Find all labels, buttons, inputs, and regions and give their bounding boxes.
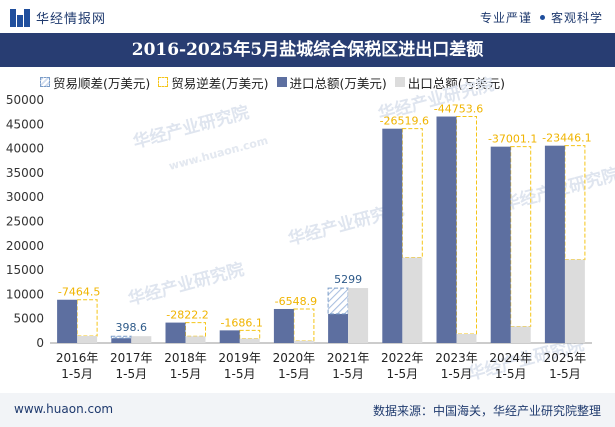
deficit-box (293, 308, 315, 342)
legend-label-export: 出口总额(万美元) (407, 75, 506, 91)
deficit-label: -1686.1 (220, 316, 262, 329)
surplus-box (110, 335, 132, 339)
x-tick-label: 1-5月 (549, 367, 581, 381)
y-tick-label: 25000 (6, 215, 44, 229)
export-bar (293, 340, 314, 343)
export-bar (239, 338, 260, 343)
y-tick-label: 45000 (6, 117, 44, 131)
deficit-box (76, 299, 98, 337)
x-tick-label: 2020年 (273, 351, 316, 365)
legend: 贸易顺差(万美元) 贸易逆差(万美元) 进口总额(万美元) 出口总额(万美元) (40, 72, 513, 92)
legend-swatch-surplus (40, 77, 50, 87)
y-tick-label: 20000 (6, 239, 44, 253)
y-tick-label: 15000 (6, 263, 44, 277)
x-tick-label: 1-5月 (332, 367, 364, 381)
export-bar (185, 336, 206, 343)
y-tick-label: 5000 (13, 312, 44, 326)
x-tick-label: 1-5月 (441, 367, 473, 381)
watermark-text: 华经产业研究院 (126, 259, 246, 310)
y-tick-label: 10000 (6, 287, 44, 301)
brand-name: 华经情报网 (36, 12, 107, 27)
deficit-box (401, 128, 423, 259)
import-bar (111, 338, 132, 343)
legend-label-deficit: 贸易逆差(万美元) (171, 75, 269, 91)
x-tick-label: 1-5月 (386, 367, 418, 381)
deficit-box (185, 322, 206, 337)
brand-logo-icon (10, 8, 30, 27)
x-tick-label: 1-5月 (61, 367, 93, 381)
deficit-label: -7464.5 (58, 286, 100, 299)
x-tick-label: 2025年 (544, 351, 587, 365)
deficit-box (564, 145, 586, 261)
chart-title: 2016-2025年5月盐城综合保税区进出口差额 (131, 40, 484, 60)
legend-item-import: 进口总额(万美元) (276, 73, 387, 92)
export-bar (348, 288, 369, 343)
legend-item-export: 出口总额(万美元) (394, 73, 506, 92)
deficit-label: -23446.1 (542, 132, 591, 145)
legend-item-surplus: 贸易顺差(万美元) (40, 73, 150, 92)
export-bar (77, 336, 98, 343)
x-tick-label: 2018年 (164, 351, 207, 365)
deficit-label: -44753.6 (434, 103, 483, 116)
y-tick-label: 50000 (6, 93, 44, 107)
x-tick-label: 1-5月 (278, 367, 310, 381)
x-tick-label: 1-5月 (115, 367, 147, 381)
import-bar (273, 308, 294, 343)
import-bar (544, 145, 565, 343)
import-bar (436, 116, 457, 343)
legend-swatch-deficit (158, 77, 169, 87)
surplus-box (327, 287, 349, 315)
y-tick-label: 35000 (6, 166, 44, 180)
export-bar (456, 334, 477, 343)
deficit-box (239, 329, 261, 340)
surplus-label: 5299 (334, 273, 362, 286)
surplus-label: 398.6 (116, 321, 148, 334)
brand: 华经情报网 (10, 8, 106, 27)
export-bar (131, 336, 152, 343)
deficit-label: -2822.2 (166, 309, 208, 322)
top-bar: 华经情报网 专业严谨 客观科学 (0, 0, 615, 33)
x-tick-label: 2022年 (381, 351, 424, 365)
y-tick-label: 30000 (6, 190, 44, 204)
x-tick-label: 2024年 (489, 351, 532, 365)
title-bar: 2016-2025年5月盐城综合保税区进出口差额 (0, 33, 615, 67)
deficit-label: -26519.6 (380, 115, 429, 128)
legend-item-deficit: 贸易逆差(万美元) (158, 73, 269, 92)
import-bar (219, 330, 240, 343)
import-bar (382, 128, 403, 343)
deficit-label: -6548.9 (275, 295, 317, 308)
footer: www.huaon.com 数据来源：中国海关，华经产业研究院整理 (0, 393, 615, 427)
x-tick-label: 2023年 (435, 351, 478, 365)
x-tick-label: 2017年 (110, 351, 153, 365)
footer-source: 数据来源：中国海关，华经产业研究院整理 (372, 404, 601, 418)
y-tick-label: 40000 (6, 142, 44, 156)
tagline-left: 专业严谨 (479, 11, 532, 25)
legend-swatch-import (276, 77, 287, 87)
x-tick-label: 1-5月 (224, 367, 256, 381)
export-bar (564, 259, 585, 343)
tagline-right: 客观科学 (550, 11, 603, 25)
import-bar (490, 146, 511, 343)
x-tick-label: 2021年 (327, 351, 370, 365)
tagline-dot-icon (539, 15, 545, 20)
import-bar (165, 322, 186, 343)
chart-area: 华经产业研究院华经产业研究院华经产业研究院华经产业研究院华经产业研究院华经产业研… (6, 74, 615, 385)
x-tick-label: 2016年 (56, 351, 99, 365)
deficit-label: -37001.1 (488, 133, 537, 146)
import-bar (57, 299, 78, 343)
x-tick-label: 1-5月 (170, 367, 202, 381)
footer-site: www.huaon.com (14, 402, 114, 416)
export-bar (510, 326, 531, 343)
tagline: 专业严谨 客观科学 (480, 9, 603, 26)
y-tick-label: 0 (36, 336, 44, 350)
import-bar (328, 313, 349, 343)
legend-label-import: 进口总额(万美元) (289, 75, 387, 91)
x-tick-label: 1-5月 (495, 367, 527, 381)
legend-swatch-export (394, 77, 405, 87)
export-bar (402, 257, 423, 343)
x-tick-label: 2019年 (218, 351, 261, 365)
deficit-box (510, 146, 532, 327)
deficit-box (456, 116, 477, 335)
legend-label-surplus: 贸易顺差(万美元) (53, 75, 151, 91)
